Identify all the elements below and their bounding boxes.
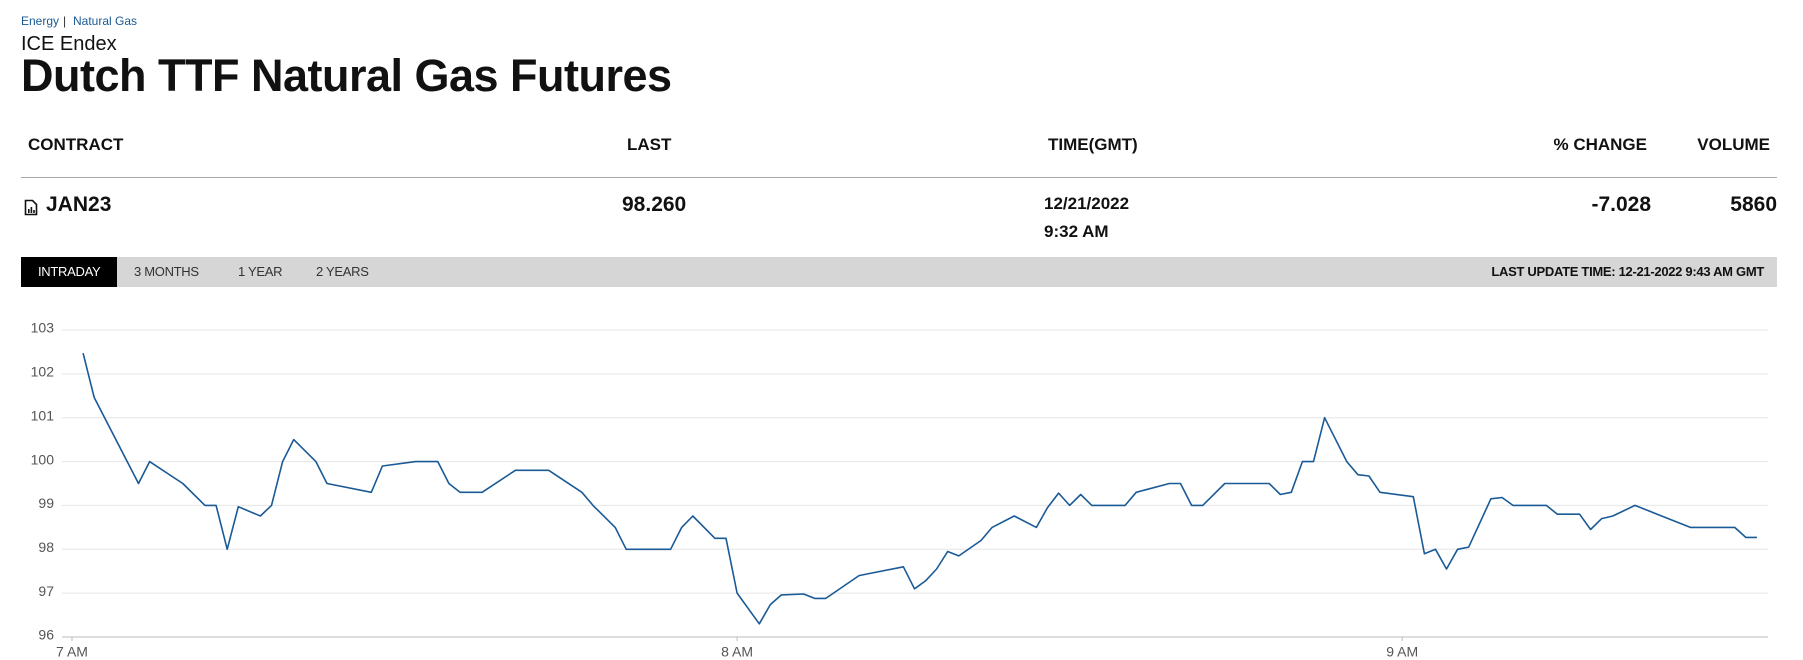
tab[interactable]: 3 MONTHS xyxy=(134,264,199,279)
column-header: % CHANGE xyxy=(1553,135,1647,154)
price-line xyxy=(82,353,1757,625)
volume: 5860 xyxy=(1730,193,1777,216)
column-header: CONTRACT xyxy=(28,135,124,154)
percent-change: -7.028 xyxy=(1591,193,1651,216)
contract-icon[interactable] xyxy=(24,199,38,216)
x-tick-label: 7 AM xyxy=(56,644,88,660)
contract-link[interactable]: JAN23 xyxy=(46,193,112,216)
breadcrumb-link[interactable]: Energy xyxy=(21,14,60,28)
tab[interactable]: 2 YEARS xyxy=(316,264,369,279)
tab-bar xyxy=(21,257,1777,287)
y-tick-label: 98 xyxy=(38,539,54,555)
y-tick-label: 103 xyxy=(31,320,55,336)
breadcrumb-separator: | xyxy=(63,14,67,28)
chart: 96 97 98 99 100 101 102 103 7 AM 8 AM 9 AM xyxy=(31,320,1768,660)
last-update: LAST UPDATE TIME: 12-21-2022 9:43 AM GMT xyxy=(1491,264,1764,279)
tab[interactable]: 1 YEAR xyxy=(238,264,283,279)
trade-time: 9:32 AM xyxy=(1044,222,1109,241)
y-tick-label: 100 xyxy=(31,451,55,467)
y-tick-label: 101 xyxy=(31,407,55,423)
y-tick-label: 97 xyxy=(38,583,54,599)
y-tick-label: 96 xyxy=(38,627,54,643)
column-header: LAST xyxy=(627,135,672,154)
breadcrumb-link[interactable]: Natural Gas xyxy=(73,14,138,28)
column-header: TIME(GMT) xyxy=(1048,135,1138,154)
last-price: 98.260 xyxy=(622,193,687,216)
divider xyxy=(21,177,1777,178)
column-header: VOLUME xyxy=(1697,135,1770,154)
page-title: Dutch TTF Natural Gas Futures xyxy=(21,50,672,101)
trade-date: 12/21/2022 xyxy=(1044,194,1130,213)
exchange: ICE Endex xyxy=(21,33,117,55)
tab[interactable]: INTRADAY xyxy=(21,257,118,287)
x-tick-label: 9 AM xyxy=(1386,644,1418,660)
x-tick-label: 8 AM xyxy=(721,644,753,660)
y-tick-label: 102 xyxy=(31,364,55,380)
y-tick-label: 99 xyxy=(38,495,54,511)
